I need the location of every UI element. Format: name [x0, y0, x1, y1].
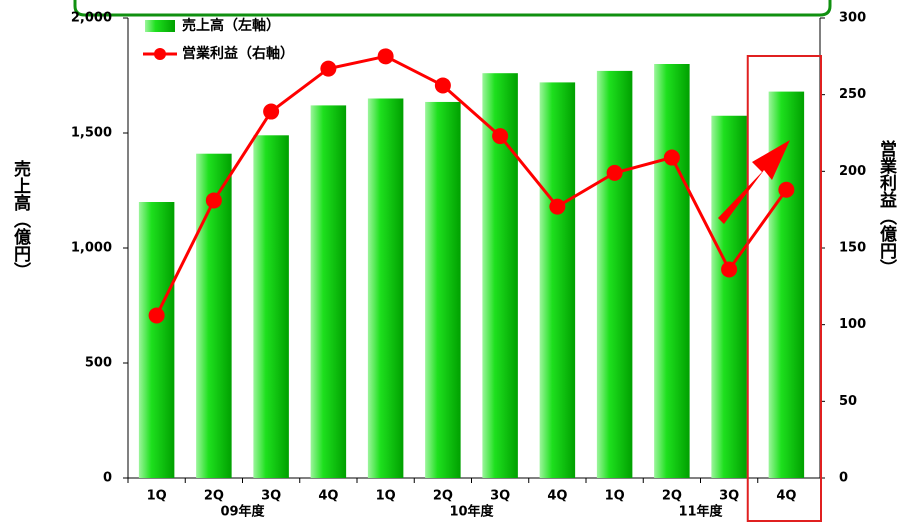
bar [596, 70, 633, 479]
y2-tick-label: 250 [839, 87, 866, 102]
x-tick-label: 4Q [318, 489, 338, 504]
x-tick-label: 2Q [204, 489, 224, 504]
x-tick-label: 4Q [776, 489, 796, 504]
legend-swatch [154, 48, 166, 60]
y2-tick-label: 150 [839, 241, 866, 256]
marker [320, 60, 337, 77]
y-tick-label: 0 [103, 471, 112, 486]
x-tick-label: 2Q [433, 489, 453, 504]
marker [663, 149, 680, 166]
arrow [718, 140, 790, 224]
bar [367, 98, 404, 478]
bar [711, 115, 747, 478]
y-tick-label: 2,000 [71, 11, 112, 26]
x-tick-label: 3Q [261, 489, 281, 504]
line [155, 54, 788, 317]
group-label: 11年度 [678, 504, 723, 520]
legend-label: 営業利益（右軸） [182, 45, 294, 62]
frame [73, 0, 832, 17]
marker [434, 77, 451, 94]
x-tick-label: 1Q [147, 489, 167, 504]
bar [425, 101, 461, 478]
bar [654, 64, 690, 478]
marker [606, 164, 623, 181]
legend-label: 売上高（左軸） [182, 17, 280, 34]
x-tick-label: 2Q [662, 489, 682, 504]
y2-tick-label: 300 [839, 11, 866, 26]
legend-swatch [145, 20, 175, 32]
y-tick-label: 1,000 [71, 241, 112, 256]
bar [253, 135, 289, 479]
x-tick-label: 1Q [376, 489, 396, 504]
marker [549, 198, 566, 215]
bar [138, 202, 175, 478]
y-tick-label: 500 [85, 356, 112, 371]
marker [263, 103, 280, 120]
x-tick-label: 1Q [605, 489, 625, 504]
marker [492, 128, 509, 145]
y2-tick-label: 200 [839, 164, 866, 179]
bar [310, 105, 347, 479]
y-tick-label: 1,500 [71, 126, 112, 141]
x-tick-label: 3Q [490, 489, 510, 504]
y2-tick-label: 50 [839, 394, 857, 409]
highlight-box [746, 55, 822, 522]
group-label: 09年度 [220, 504, 265, 520]
y2-tick-label: 100 [839, 317, 866, 332]
x-tick-label: 4Q [547, 489, 567, 504]
y2-axis-label: 営業利益（億円） [876, 139, 897, 276]
group-label: 10年度 [449, 504, 494, 520]
y-axis-label: 売上高（億円） [10, 159, 31, 279]
marker [205, 192, 222, 209]
marker [377, 48, 394, 65]
marker [721, 261, 738, 278]
bar [539, 82, 576, 479]
marker [778, 181, 795, 198]
y2-tick-label: 0 [839, 471, 848, 486]
x-tick-label: 3Q [719, 489, 739, 504]
marker [148, 307, 165, 324]
